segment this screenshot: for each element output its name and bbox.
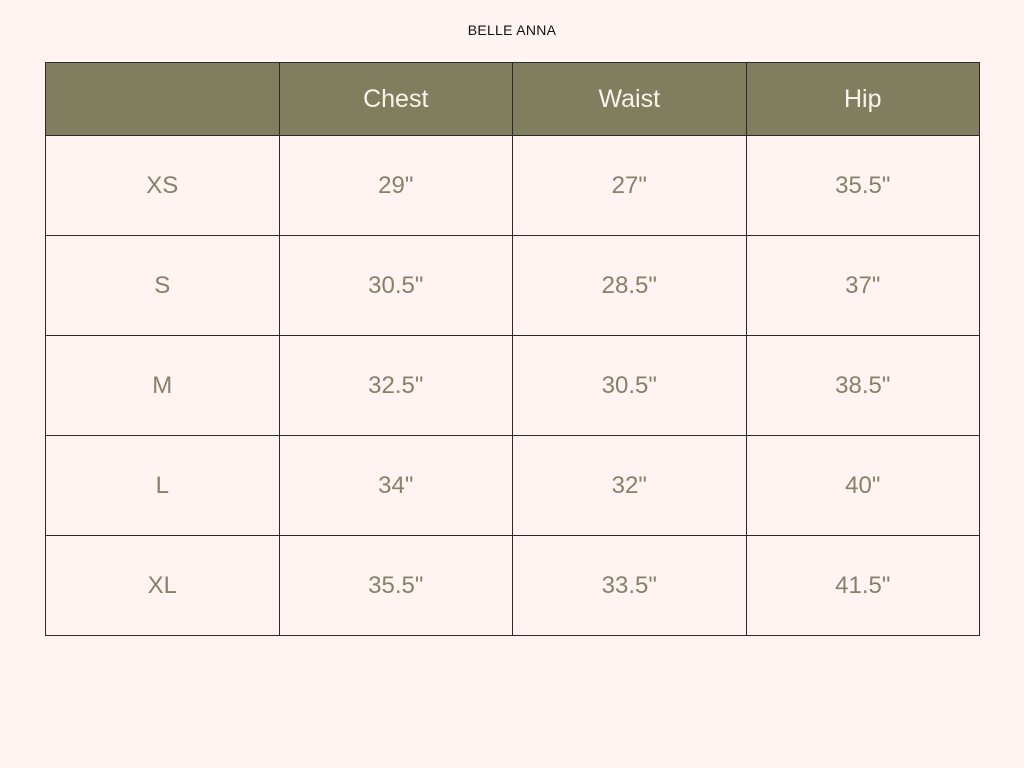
cell-size: S (45, 235, 280, 336)
table-row: L 34" 32" 40" (45, 435, 980, 536)
header-row: Chest Waist Hip (45, 62, 980, 136)
header-chest: Chest (278, 62, 513, 136)
cell-chest: 35.5" (278, 535, 513, 636)
table-row: XL 35.5" 33.5" 41.5" (45, 535, 980, 636)
header-size (45, 62, 280, 136)
header-hip: Hip (745, 62, 980, 136)
cell-chest: 30.5" (278, 235, 513, 336)
cell-waist: 32" (512, 435, 747, 536)
table-row: XS 29" 27" 35.5" (45, 135, 980, 236)
cell-chest: 32.5" (278, 335, 513, 436)
cell-waist: 27" (512, 135, 747, 236)
cell-size: M (45, 335, 280, 436)
cell-chest: 34" (278, 435, 513, 536)
cell-hip: 35.5" (745, 135, 980, 236)
cell-size: L (45, 435, 280, 536)
header-waist: Waist (512, 62, 747, 136)
cell-waist: 33.5" (512, 535, 747, 636)
cell-hip: 37" (745, 235, 980, 336)
cell-size: XL (45, 535, 280, 636)
cell-waist: 30.5" (512, 335, 747, 436)
size-chart-table: Chest Waist Hip XS 29" 27" 35.5" S 30.5" 28.5"… (45, 62, 980, 636)
brand-title: BELLE ANNA (467, 22, 557, 38)
cell-waist: 28.5" (512, 235, 747, 336)
table-row: S 30.5" 28.5" 37" (45, 235, 980, 336)
cell-hip: 41.5" (745, 535, 980, 636)
cell-size: XS (45, 135, 280, 236)
cell-hip: 38.5" (745, 335, 980, 436)
cell-hip: 40" (745, 435, 980, 536)
cell-chest: 29" (278, 135, 513, 236)
table-row: M 32.5" 30.5" 38.5" (45, 335, 980, 436)
